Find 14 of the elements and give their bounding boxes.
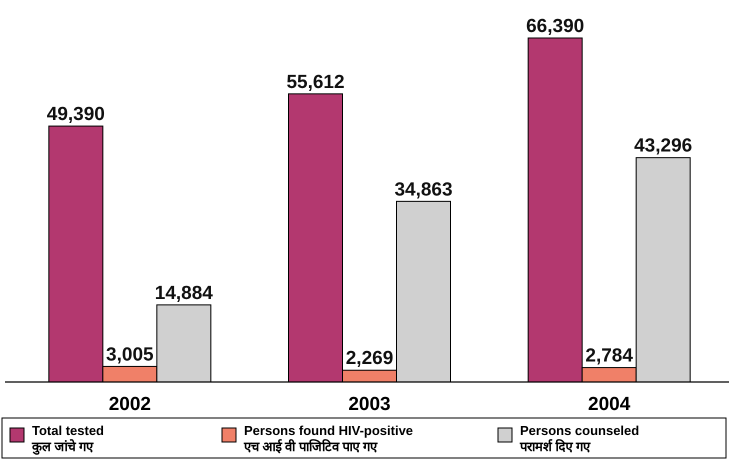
data-label: 43,296 [634,136,692,157]
data-label: 2,269 [346,348,394,370]
data-label: 34,863 [394,179,453,200]
x-tick-label: 2003 [348,394,391,415]
data-label: 3,005 [106,344,154,366]
data-label: 55,612 [286,72,345,93]
legend-label: Total tested कुल जांचे गए [31,423,104,455]
data-label: 66,390 [526,16,584,37]
legend-label: Persons counseled परामर्श दिए गए [519,423,640,454]
data-label: 2,784 [585,346,634,367]
data-label: 49,390 [46,104,105,126]
x-tick-label: 2004 [588,394,631,415]
x-tick-label: 2002 [108,394,151,415]
data-label: 14,884 [154,282,214,304]
